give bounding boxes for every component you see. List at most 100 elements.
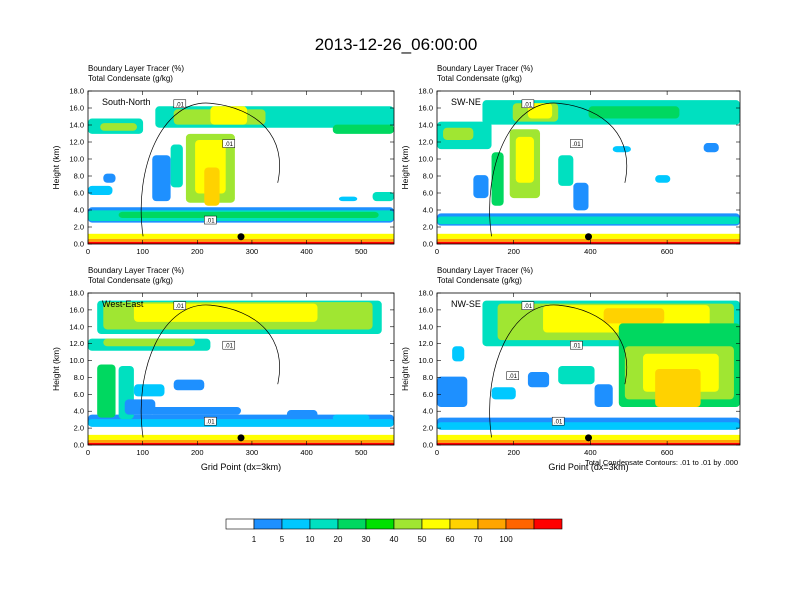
panel-header-line: Total Condensate (g/kg) — [437, 276, 522, 285]
y-tick-label: 6.0 — [423, 390, 433, 399]
y-tick-label: 4.0 — [423, 206, 433, 215]
field-region — [437, 376, 468, 407]
contour-label: .01 — [206, 420, 215, 426]
tracer-field — [437, 100, 740, 244]
contour-label-box — [570, 139, 583, 148]
field-region — [103, 173, 116, 183]
x-tick-label: 400 — [584, 448, 597, 457]
colorbar-cell — [337, 518, 367, 530]
field-region — [558, 365, 595, 385]
x-axis-label: Grid Point (dx=3km) — [201, 462, 281, 472]
field-region — [124, 399, 156, 415]
condensate-contour — [140, 102, 280, 237]
colorbar-cell — [281, 518, 311, 530]
contour-label-box — [222, 139, 236, 148]
contour-label: .01 — [524, 102, 533, 108]
contour-label-box — [521, 301, 535, 310]
colorbar-cell — [477, 518, 507, 530]
plot-frame — [87, 292, 395, 446]
panel-header-line: Total Condensate (g/kg) — [88, 74, 173, 83]
boundary-layer-band — [437, 439, 740, 443]
colorbar-cell — [449, 518, 479, 530]
y-tick-label: 14.0 — [69, 322, 84, 331]
x-tick-label: 200 — [507, 448, 520, 457]
x-tick-label: 600 — [661, 448, 674, 457]
boundary-layer-band — [88, 442, 394, 445]
panel-nw-se: .01 .01 .01 .01 0.0 2.0 4.0 6.0 8.0 10.0 12.0 14.0 1… — [400, 266, 741, 472]
colorbar-label: 40 — [390, 535, 399, 544]
y-tick-label: 0.0 — [74, 240, 84, 249]
field-region — [515, 136, 534, 183]
plot-frame — [436, 292, 741, 446]
boundary-layer-band — [437, 238, 740, 242]
panel-label: West-East — [102, 299, 144, 309]
panel-south-north: .01 .01 .01 0.0 2.0 4.0 6.0 8.0 10.0 12.0 14.0 16.0… — [51, 64, 395, 256]
panel-header-line: Boundary Layer Tracer (%) — [437, 64, 533, 73]
colorbar-cell — [505, 518, 535, 530]
field-region — [443, 127, 474, 140]
x-tick-label: 400 — [300, 448, 313, 457]
panel-label: South-North — [102, 97, 151, 107]
boundary-layer-band — [437, 442, 740, 445]
contour-label: .01 — [176, 102, 185, 108]
contour-label-box — [204, 215, 217, 225]
colorbar-label: 10 — [306, 535, 315, 544]
y-tick-label: 6.0 — [423, 189, 433, 198]
y-tick-label: 12.0 — [69, 339, 84, 348]
field-region — [133, 384, 165, 397]
y-tick-label: 18.0 — [418, 289, 433, 298]
field-region — [149, 407, 241, 415]
y-tick-label: 10.0 — [418, 356, 433, 365]
colorbar-label: 50 — [418, 535, 427, 544]
y-tick-label: 2.0 — [74, 424, 84, 433]
x-tick-label: 100 — [136, 448, 149, 457]
boundary-layer-band — [88, 241, 394, 244]
panels: .01 .01 .01 0.0 2.0 4.0 6.0 8.0 10.0 12.0 14.0 16.0… — [51, 64, 741, 472]
field-region — [491, 387, 516, 400]
y-axis-label: Height (km) — [400, 145, 410, 189]
tracer-field — [88, 106, 394, 244]
y-tick-label: 16.0 — [418, 104, 433, 113]
field-region — [558, 155, 574, 186]
field-region — [173, 379, 205, 391]
contour-label-box — [222, 340, 236, 350]
field-region — [452, 346, 465, 362]
boundary-layer-band — [88, 238, 394, 242]
boundary-layer-band — [88, 439, 394, 443]
panel-header-line: Boundary Layer Tracer (%) — [88, 266, 184, 275]
field-region — [97, 364, 116, 418]
y-tick-label: 16.0 — [69, 104, 84, 113]
panel-header-line: Total Condensate (g/kg) — [88, 276, 173, 285]
condensate-contour — [140, 304, 280, 438]
field-region — [170, 144, 183, 188]
x-tick-label: 600 — [661, 247, 674, 256]
y-tick-label: 12.0 — [69, 138, 84, 147]
field-region — [286, 410, 318, 420]
y-tick-label: 10.0 — [418, 155, 433, 164]
colorbar-label: 30 — [362, 535, 371, 544]
y-tick-label: 14.0 — [418, 121, 433, 130]
location-marker — [237, 434, 245, 442]
colorbar-label: 70 — [474, 535, 483, 544]
field-region — [338, 196, 358, 202]
y-tick-label: 2.0 — [74, 223, 84, 232]
field-region — [133, 303, 318, 322]
x-tick-label: 100 — [136, 247, 149, 256]
y-tick-label: 8.0 — [74, 172, 84, 181]
contour-label: .01 — [572, 344, 581, 350]
x-tick-label: 400 — [584, 247, 597, 256]
contour-label: .01 — [509, 374, 518, 380]
y-tick-label: 18.0 — [69, 289, 84, 298]
y-tick-label: 14.0 — [418, 322, 433, 331]
colorbar-cell — [421, 518, 451, 530]
x-tick-label: 200 — [191, 448, 204, 457]
field-region — [588, 106, 680, 119]
contour-label: .01 — [176, 304, 185, 310]
contour-label: .01 — [572, 142, 581, 148]
y-tick-label: 4.0 — [423, 407, 433, 416]
tracer-field — [437, 300, 740, 445]
colorbar-cell — [393, 518, 423, 530]
x-tick-label: 500 — [355, 448, 368, 457]
colorbar-cell — [225, 518, 255, 530]
